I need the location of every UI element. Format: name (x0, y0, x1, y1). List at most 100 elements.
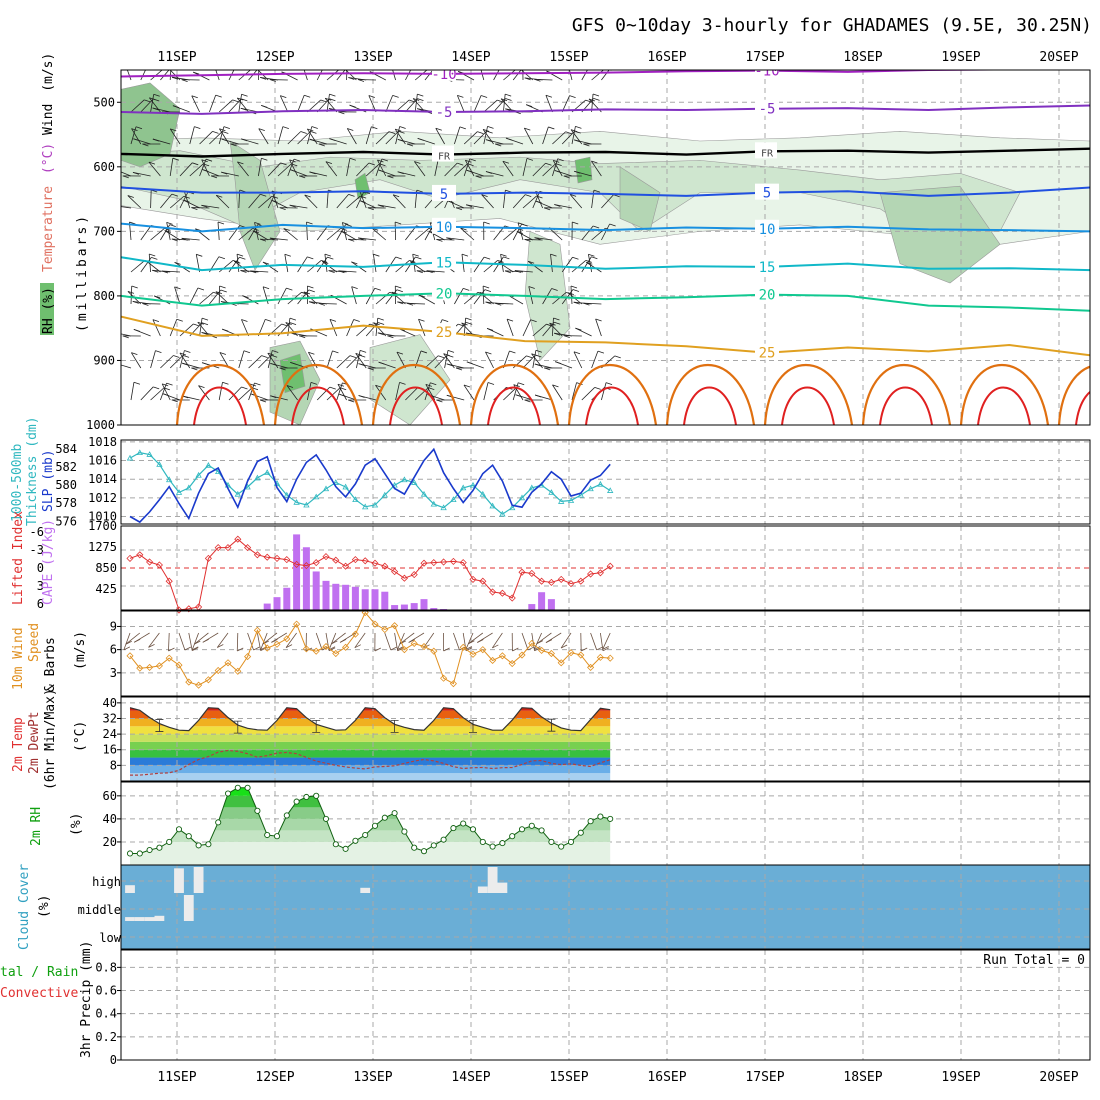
cape-bar (283, 587, 291, 610)
wind-barb (581, 256, 592, 273)
contour-label--10: -10 (431, 67, 456, 83)
contour-label-15: 15 (436, 255, 453, 271)
wind10-barb (216, 632, 229, 648)
wind-barb (241, 319, 249, 337)
wind-barb-feather (152, 269, 159, 273)
wind-barb-feather (193, 323, 200, 327)
wind-barb (283, 228, 298, 241)
thickness-point (548, 489, 555, 495)
slp-thickness-panel: 1018 1016 1014 1012 1010 584 582 580 578 576 1000… (10, 416, 1090, 528)
tick-label-8: 8 (110, 758, 117, 772)
wind10-barb (602, 632, 611, 650)
contour-35-lobe (1075, 390, 1090, 425)
wind10-barb (123, 632, 131, 651)
wind-barb (325, 161, 338, 177)
cape-bar (312, 571, 320, 610)
wind-barb (583, 302, 602, 305)
lifted-index-point (126, 554, 134, 562)
contour-label-25: 25 (759, 346, 776, 362)
wind10-barb-feather (545, 639, 553, 643)
cape-bar (430, 608, 438, 610)
wind-barb-feather (357, 79, 365, 82)
wind10-unit: (m/s) (73, 631, 88, 670)
wind-barb-feather (530, 319, 537, 323)
wind-barb (483, 126, 488, 145)
cape-tick-425: 425 (95, 582, 117, 596)
slp-grid (121, 440, 1090, 524)
wind-barb (183, 199, 200, 209)
lifted-index-point (263, 553, 271, 561)
wind-barb-feather (306, 221, 313, 225)
wind-barb (287, 131, 302, 145)
wind-barb-feather (286, 287, 293, 291)
wind-barb-feather (299, 175, 306, 179)
slp-ticks: 1018 1016 1014 1012 1010 584 582 580 578 576 (55, 435, 117, 528)
wind-barb (392, 70, 396, 81)
wind-barb (169, 128, 181, 145)
wind-barb-feather (515, 394, 522, 398)
wind-barb-feather (129, 221, 136, 225)
wind-barb-feather (591, 64, 597, 66)
wind10-barb (328, 632, 337, 650)
wind-barb-feather (360, 350, 367, 353)
rh-grid (121, 782, 1090, 865)
wind-barb (534, 78, 553, 81)
wind-barb-feather (271, 354, 278, 358)
wind-barb (169, 355, 184, 369)
lifted-index-point (430, 559, 438, 567)
wind-barb (127, 195, 142, 209)
wind-barb-feather (196, 253, 203, 257)
contour-label-bg (432, 70, 456, 81)
wind-barb-feather (406, 143, 414, 147)
wind-barb-feather (289, 317, 297, 321)
wind-barb-feather (534, 363, 541, 367)
thickness-point (469, 481, 477, 488)
millibars-label: (millibars) (75, 213, 90, 332)
rh2m-point (342, 845, 349, 852)
wind-barb-feather (367, 367, 374, 371)
wind-barb-feather (241, 386, 248, 390)
wind-barb-feather (302, 63, 308, 65)
wind10-barb (536, 632, 552, 644)
tick-label-40: 40 (103, 812, 117, 826)
wind-barb-feather (528, 286, 535, 289)
slp-tick-1010: 1010 (88, 510, 117, 524)
wind-barb (209, 131, 223, 145)
wind10-barb-feather (465, 646, 473, 650)
wind-barb-feather (259, 238, 267, 242)
temp-band (130, 734, 611, 742)
wind-barb-feather (595, 318, 602, 322)
contour-label-25: 25 (436, 325, 453, 341)
temp-band-group (130, 707, 611, 781)
wind-barb-feather (554, 321, 561, 325)
wind-barb-feather (217, 221, 225, 225)
thickness-point (185, 484, 192, 491)
rh-shade-region (369, 334, 451, 425)
wind-barb (279, 95, 289, 113)
wind-barb (130, 99, 145, 113)
wind-barb (150, 189, 152, 209)
thickness-point (254, 474, 261, 481)
slp-tick-1016: 1016 (88, 454, 117, 468)
wind-barb-feather (162, 383, 169, 387)
wind-barb (435, 128, 445, 145)
wind-barb-feather (565, 131, 572, 135)
wind-barb (561, 257, 573, 273)
wind10-barb (247, 632, 254, 651)
wind10-point (234, 667, 242, 675)
wind-barb-feather (378, 361, 385, 365)
date-top-11sep: 11SEP (157, 50, 196, 65)
tick-label-500: 500 (93, 95, 115, 109)
rh2m-point (264, 831, 271, 839)
dewpt-line (130, 749, 611, 776)
cloud-tick-low: low (99, 931, 121, 945)
wind10-point (557, 659, 565, 667)
wind10-point (371, 620, 379, 628)
wind-barb-feather (269, 237, 277, 241)
date-bottom-14sep: 14SEP (451, 1070, 490, 1085)
wind-barb-feather (192, 162, 199, 166)
tick-label-6: 6 (110, 643, 117, 657)
date-top-12sep: 12SEP (255, 50, 294, 65)
cape-bar (538, 592, 546, 610)
contour-30-lobe (1057, 365, 1090, 425)
